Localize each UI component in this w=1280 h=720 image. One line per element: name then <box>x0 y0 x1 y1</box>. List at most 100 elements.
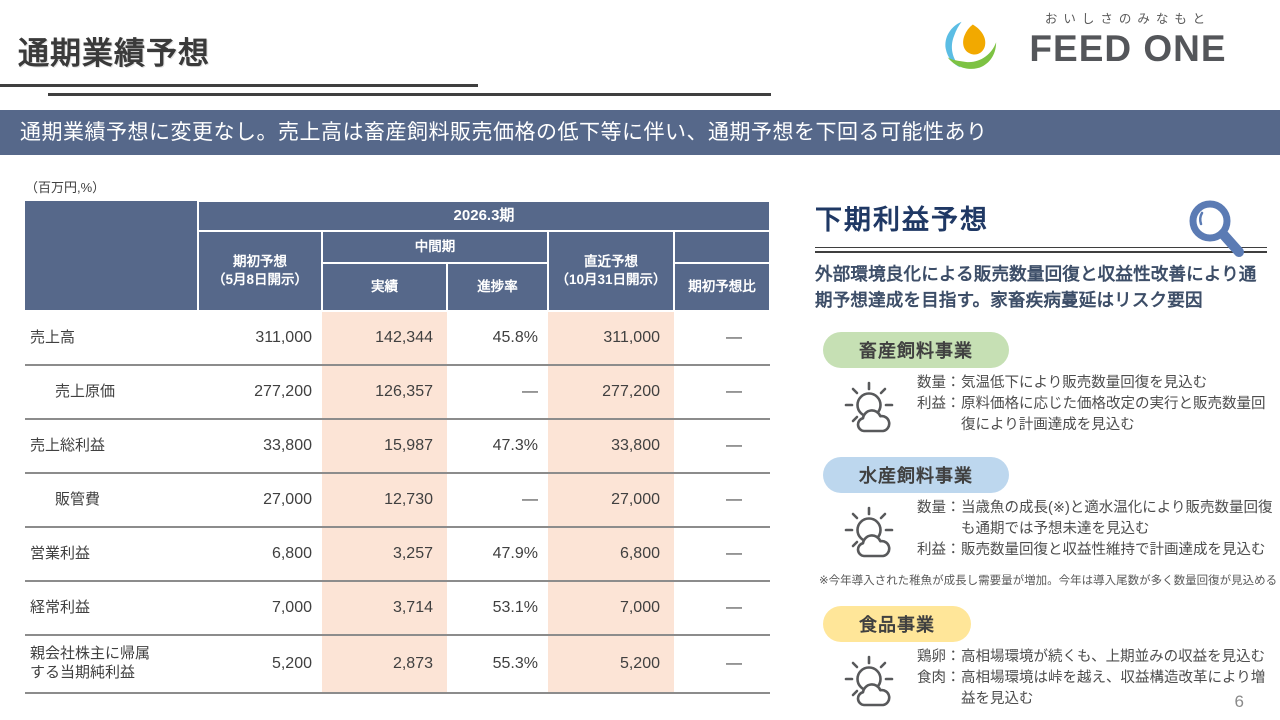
table-corner-cell <box>25 201 199 312</box>
table-cell: — <box>674 527 770 582</box>
sun-behind-cloud-icon <box>844 655 894 706</box>
segment-item-text: 当歳魚の成長(※)と適水温化により販売数量回復も通期では予想未達を見込む <box>961 499 1273 537</box>
table-cell: 7,000 <box>548 581 674 636</box>
table-cell: 5,200 <box>198 635 322 694</box>
business-segment: 畜産飼料事業 数量： 気温低下により販売数量回復を見込む 利益： 原料価格に応じた価格… <box>815 331 1273 439</box>
table-cell: 27,000 <box>198 473 322 528</box>
table-cell: 5,200 <box>548 635 674 694</box>
segment-item: 食肉： 高相場環境は峠を越え、収益構造改革により増益を見込む <box>917 668 1273 711</box>
col-header-spacer <box>673 230 771 264</box>
table-cell: — <box>674 365 770 420</box>
table-cell: 53.1% <box>447 581 548 636</box>
table-cell: 6,800 <box>548 527 674 582</box>
table-row: 営業利益 6,800 3,257 47.9% 6,800— <box>25 527 770 582</box>
col-header-actual: 実績 <box>321 262 448 312</box>
row-label: 売上原価 <box>25 365 198 420</box>
segment-list: 畜産飼料事業 数量： 気温低下により販売数量回復を見込む 利益： 原料価格に応じた価格… <box>815 331 1278 713</box>
col-header-latest-forecast: 直近予想 （10月31日開示） <box>547 230 675 312</box>
segment-footnote: ※今年導入された稚魚が成長し需要量が増加。今年は導入尾数が多く数量回復が見込める <box>819 574 1278 587</box>
table-cell: 33,800 <box>198 419 322 474</box>
row-label: 親会社株主に帰属 する当期純利益 <box>25 635 198 694</box>
col-header-progress: 進捗率 <box>446 262 549 312</box>
business-segment: 水産飼料事業 数量： 当歳魚の成長(※)と適水温化により販売数量回復も通期では予想… <box>815 456 1278 588</box>
title-underline-primary <box>0 84 478 87</box>
segment-item-text: 販売数量回復と収益性維持で計画達成を見込む <box>961 542 1266 559</box>
feedone-wordmark: おいしさのみなもと FEED ONE <box>1004 8 1252 67</box>
segment-item-label: 利益： <box>917 542 961 559</box>
table-cell: 15,987 <box>322 419 447 474</box>
segment-item-label: 数量： <box>917 374 961 391</box>
table-cell: 7,000 <box>198 581 322 636</box>
table-row: 売上高 311,000 142,344 45.8% 311,000— <box>25 311 770 366</box>
row-label: 売上総利益 <box>25 419 198 474</box>
col-header-vs-initial: 期初予想比 <box>673 262 771 312</box>
magnifier-icon <box>1189 200 1244 257</box>
logo-brand: FEED ONE <box>1029 28 1227 69</box>
segment-items: 鶏卵： 高相場環境が続くも、上期並みの収益を見込む 食肉： 高相場環境は峠を越え、収益… <box>917 647 1273 713</box>
table-cell: — <box>447 473 548 528</box>
col-header-initial-forecast: 期初予想 （5月8日開示） <box>197 230 323 312</box>
table-row: 親会社株主に帰属 する当期純利益 5,200 2,873 55.3% 5,200— <box>25 635 770 694</box>
table-cell: 47.9% <box>447 527 548 582</box>
table-cell: 45.8% <box>447 311 548 366</box>
segment-item-label: 鶏卵： <box>917 648 961 665</box>
segment-body: 数量： 気温低下により販売数量回復を見込む 利益： 原料価格に応じた価格改定の実行と販… <box>815 373 1273 439</box>
segment-items: 数量： 気温低下により販売数量回復を見込む 利益： 原料価格に応じた価格改定の実行と販… <box>917 373 1273 439</box>
table-row: 売上総利益 33,800 15,987 47.3% 33,800— <box>25 419 770 474</box>
segment-item-text: 高相場環境が続くも、上期並みの収益を見込む <box>961 648 1266 665</box>
logo-tagline: おいしさのみなもと <box>1044 12 1212 26</box>
col-header-period: 2026.3期 <box>197 200 771 232</box>
table-cell: — <box>674 419 770 474</box>
page-title: 通期業績予想 <box>18 36 210 71</box>
company-logo: おいしさのみなもと FEED ONE <box>942 8 1252 78</box>
table-cell: 3,714 <box>322 581 447 636</box>
table-unit-label: （百万円,%） <box>25 180 106 195</box>
panel-title-rule <box>815 247 1267 253</box>
page-number: 6 <box>1234 692 1244 711</box>
segment-item: 利益： 原料価格に応じた価格改定の実行と販売数量回復により計画達成を見込む <box>917 394 1273 437</box>
segment-items: 数量： 当歳魚の成長(※)と適水温化により販売数量回復も通期では予想未達を見込む利… <box>917 498 1273 564</box>
table-cell: — <box>447 365 548 420</box>
panel-lead-text: 外部環境良化による販売数量回復と収益性改善により通期予想達成を目指す。家畜疾病蔓… <box>815 264 1257 311</box>
segment-body: 鶏卵： 高相場環境が続くも、上期並みの収益を見込む 食肉： 高相場環境は峠を越え、収益… <box>815 647 1273 713</box>
segment-badge: 食品事業 <box>823 605 971 642</box>
title-underline-secondary <box>48 93 771 96</box>
col-header-interim: 中間期 <box>321 230 549 264</box>
sun-behind-cloud-icon <box>844 506 894 557</box>
row-label: 販管費 <box>25 473 198 528</box>
row-label: 売上高 <box>25 311 198 366</box>
segment-item-text: 高相場環境は峠を越え、収益構造改革により増益を見込む <box>961 669 1266 708</box>
segment-item-label: 数量： <box>917 499 961 516</box>
table-cell: 6,800 <box>198 527 322 582</box>
segment-badge: 畜産飼料事業 <box>823 331 1009 368</box>
segment-item: 数量： 当歳魚の成長(※)と適水温化により販売数量回復も通期では予想未達を見込む <box>917 498 1273 541</box>
table-cell: 47.3% <box>447 419 548 474</box>
segment-badge: 水産飼料事業 <box>823 456 1009 493</box>
table-cell: — <box>674 473 770 528</box>
segment-item: 数量： 気温低下により販売数量回復を見込む <box>917 373 1273 394</box>
table-cell: 27,000 <box>548 473 674 528</box>
business-segment: 食品事業 鶏卵： 高相場環境が続くも、上期並みの収益を見込む 食肉： 高相場環境は峠を… <box>815 605 1273 713</box>
table-cell: 33,800 <box>548 419 674 474</box>
forecast-table: 2026.3期 期初予想 （5月8日開示） 中間期 直近予想 （10月31日開示… <box>25 200 771 694</box>
segment-item-label: 利益： <box>917 395 961 412</box>
segment-item-label: 食肉： <box>917 669 961 686</box>
panel-title: 下期利益予想 <box>815 205 989 235</box>
feedone-logo-icon <box>945 21 997 69</box>
table-cell: 311,000 <box>548 311 674 366</box>
sun-behind-cloud-icon <box>844 381 894 432</box>
second-half-forecast-panel: 下期利益予想 外部環境良化による販売数量回復と収益性改善により通期予想達成を目指… <box>815 198 1278 713</box>
table-cell: 277,200 <box>198 365 322 420</box>
table-cell: — <box>674 311 770 366</box>
segment-item-text: 原料価格に応じた価格改定の実行と販売数量回復により計画達成を見込む <box>961 395 1266 434</box>
table-cell: 277,200 <box>548 365 674 420</box>
table-row: 販管費 27,000 12,730—27,000— <box>25 473 770 528</box>
table-cell: 142,344 <box>322 311 447 366</box>
table-row: 経常利益 7,000 3,714 53.1% 7,000— <box>25 581 770 636</box>
table-cell: 311,000 <box>198 311 322 366</box>
table-cell: — <box>674 635 770 694</box>
table-cell: 12,730 <box>322 473 447 528</box>
table-cell: 3,257 <box>322 527 447 582</box>
segment-item-text: 気温低下により販売数量回復を見込む <box>961 374 1208 391</box>
